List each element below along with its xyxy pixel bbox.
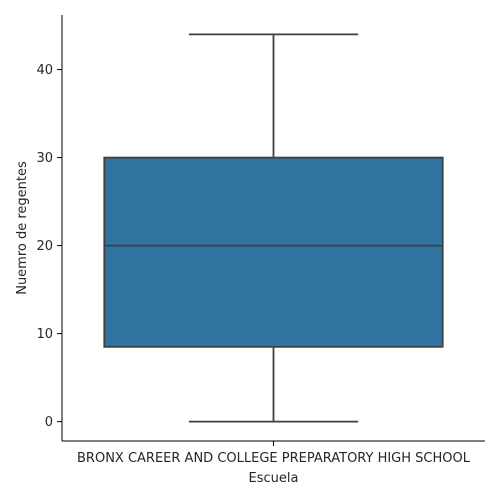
y-tick-label: 30: [36, 151, 53, 166]
y-axis-ticks: 0 10 20 30 40: [36, 63, 62, 430]
y-axis-label: Nuemro de regentes: [15, 161, 30, 295]
plot-area: [103, 33, 444, 423]
y-tick-label: 20: [36, 239, 53, 254]
iqr-box: [103, 156, 444, 348]
x-tick-label: BRONX CAREER AND COLLEGE PREPARATORY HIG…: [77, 451, 471, 466]
y-tick-label: 10: [36, 327, 53, 342]
x-axis-label: Escuela: [249, 471, 299, 486]
x-axis-ticks: BRONX CAREER AND COLLEGE PREPARATORY HIG…: [77, 441, 471, 466]
y-tick-label: 0: [45, 415, 53, 430]
y-tick-label: 40: [36, 63, 53, 78]
